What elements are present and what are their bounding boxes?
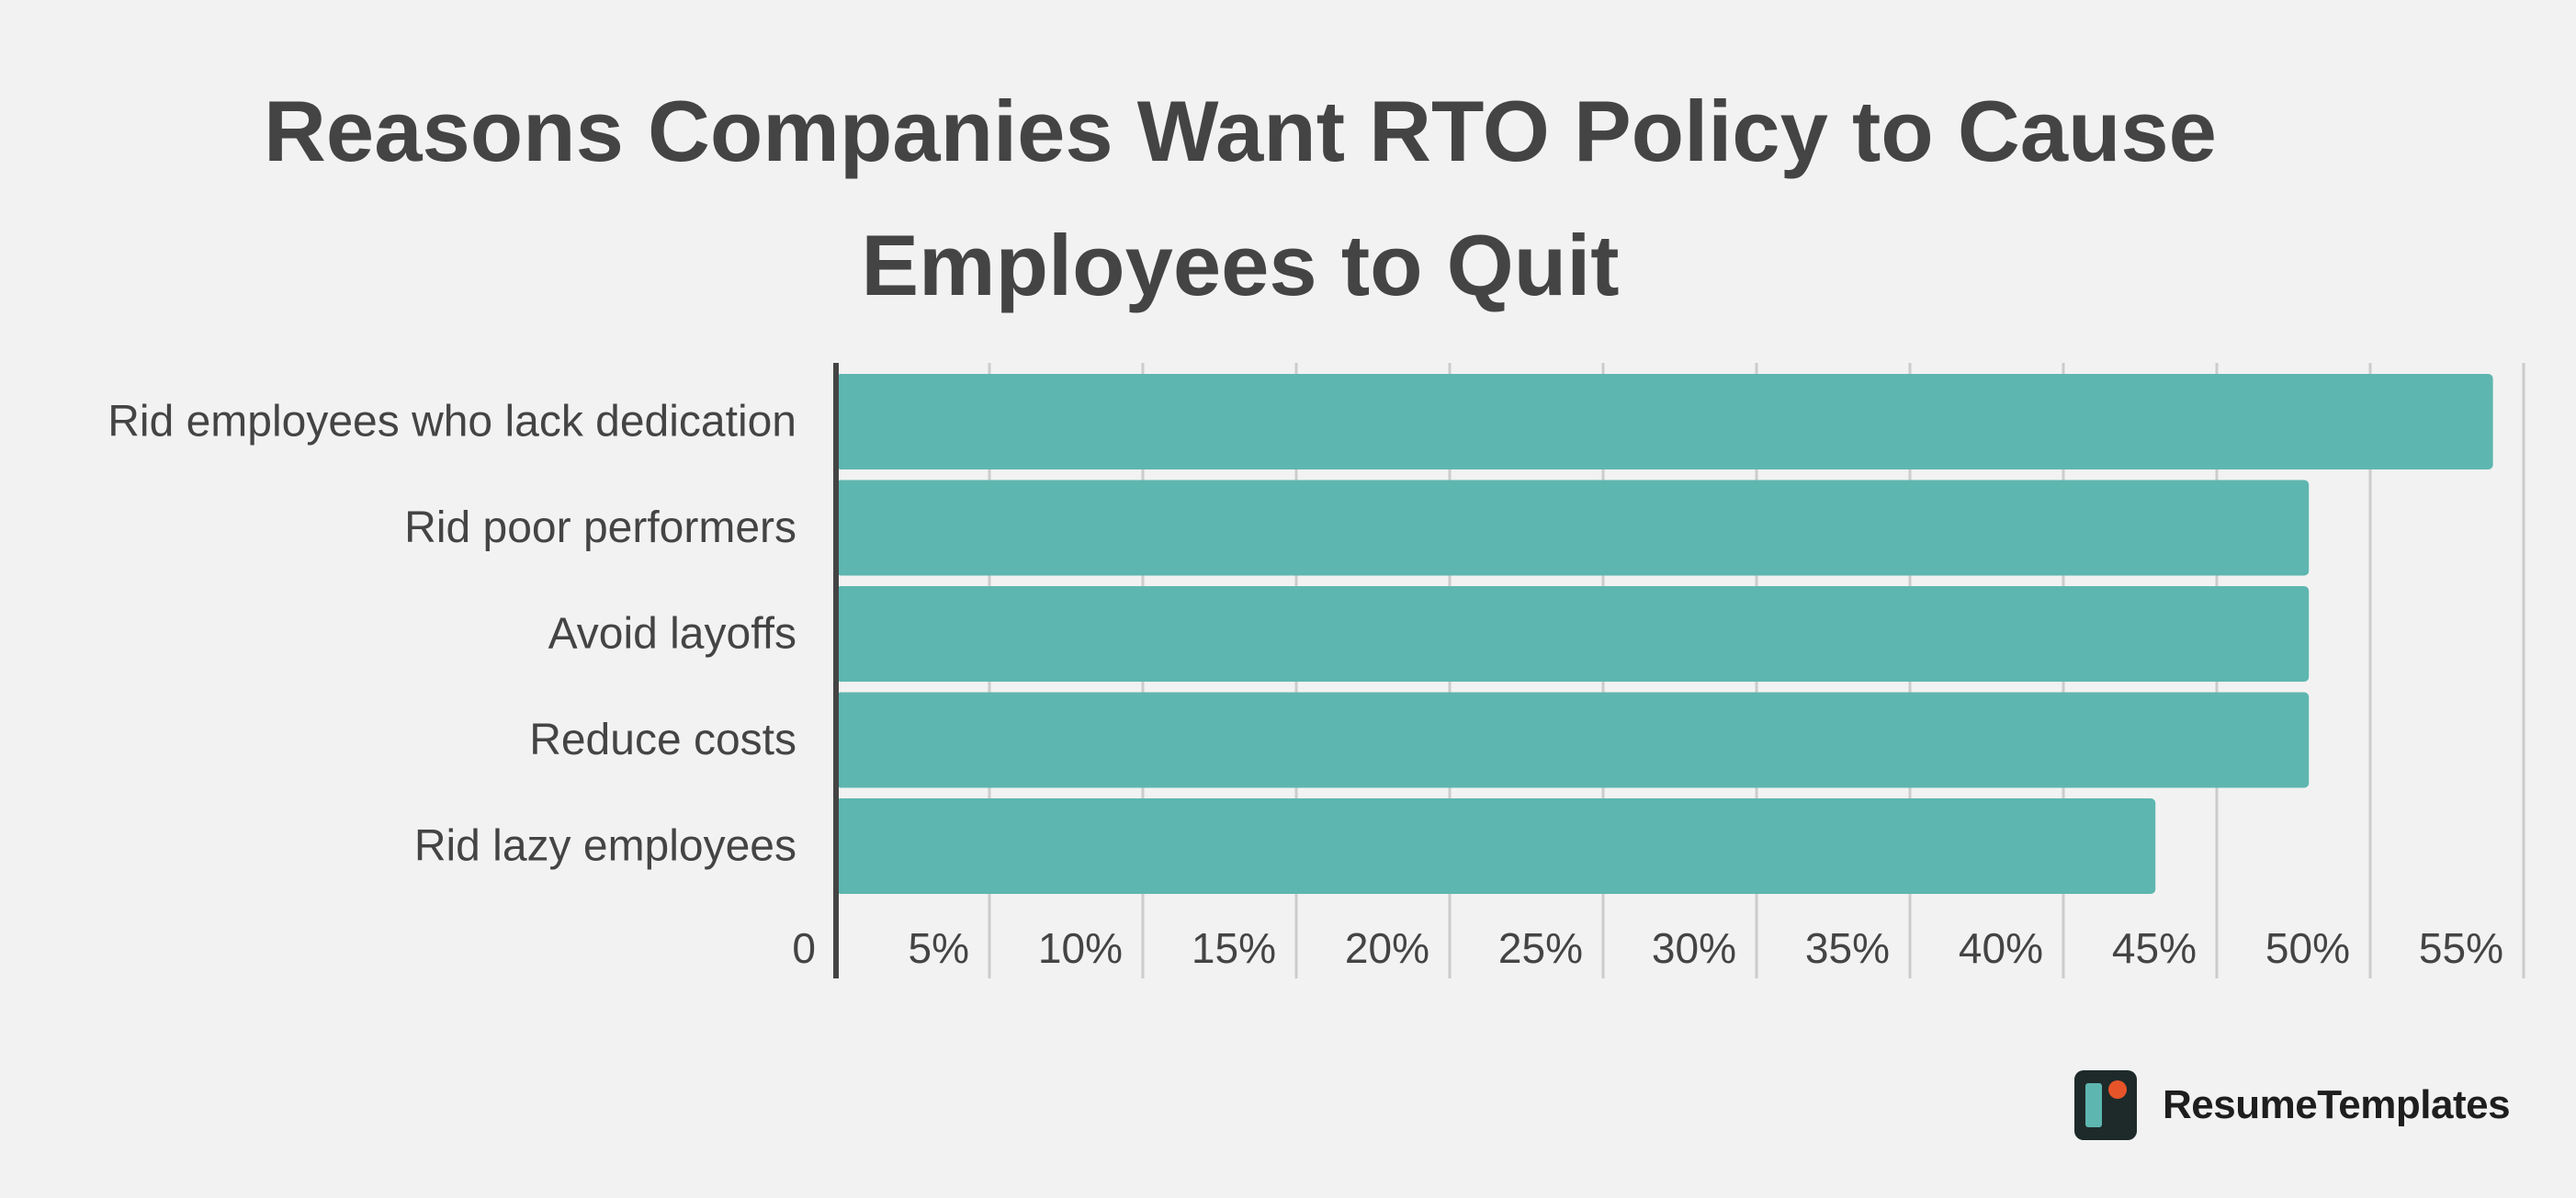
x-tick-label-10: 50% xyxy=(2265,924,2350,972)
x-tick-label-0: 0 xyxy=(792,924,816,972)
resume-templates-logo-icon xyxy=(2074,1070,2137,1140)
chart-title: Reasons Companies Want RTO Policy to Cau… xyxy=(0,64,2480,333)
x-tick-label-3: 15% xyxy=(1192,924,1276,972)
chart-title-line-1: Reasons Companies Want RTO Policy to Cau… xyxy=(264,83,2217,179)
bar-3 xyxy=(836,692,2310,788)
logo-background xyxy=(2074,1070,2137,1140)
bar-0 xyxy=(836,374,2493,469)
logo-bar xyxy=(2085,1083,2102,1127)
category-label-1: Rid poor performers xyxy=(404,503,797,552)
category-label-2: Avoid layoffs xyxy=(548,610,797,659)
category-label-0: Rid employees who lack dedication xyxy=(107,398,797,446)
logo-dot xyxy=(2108,1080,2127,1099)
bar-1 xyxy=(836,480,2310,576)
x-tick-label-8: 40% xyxy=(1959,924,2043,972)
chart-title-line-2: Employees to Quit xyxy=(861,217,1620,313)
x-tick-label-2: 10% xyxy=(1038,924,1123,972)
category-label-3: Reduce costs xyxy=(529,716,797,764)
category-label-4: Rid lazy employees xyxy=(414,822,797,871)
x-tick-label-1: 5% xyxy=(909,924,969,972)
x-tick-label-7: 35% xyxy=(1805,924,1890,972)
brand-name: ResumeTemplates xyxy=(2163,1082,2511,1127)
bar-4 xyxy=(836,798,2156,894)
bar-2 xyxy=(836,586,2310,682)
x-tick-label-4: 20% xyxy=(1345,924,1429,972)
brand-footer: ResumeTemplates xyxy=(2074,1070,2511,1140)
x-tick-label-9: 45% xyxy=(2112,924,2197,972)
x-tick-label-6: 30% xyxy=(1652,924,1736,972)
x-tick-label-11: 55% xyxy=(2419,924,2503,972)
x-tick-label-5: 25% xyxy=(1498,924,1583,972)
